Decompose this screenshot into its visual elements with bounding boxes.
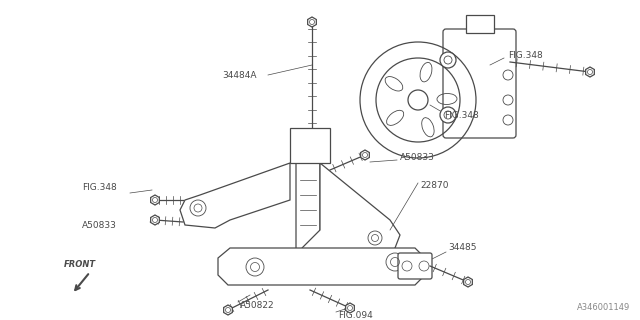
Polygon shape [346,303,355,313]
Circle shape [503,115,513,125]
Text: A50822: A50822 [240,300,275,309]
Circle shape [503,95,513,105]
Polygon shape [296,163,320,260]
Polygon shape [361,150,369,160]
Circle shape [368,231,382,245]
Circle shape [440,107,456,123]
Polygon shape [586,67,595,77]
Polygon shape [180,163,290,228]
Polygon shape [302,163,400,258]
Circle shape [503,70,513,80]
Bar [290,128,330,163]
Circle shape [190,200,206,216]
Circle shape [386,253,404,271]
Circle shape [440,52,456,68]
Polygon shape [218,248,425,285]
Polygon shape [150,195,159,205]
Text: A50833: A50833 [82,220,117,229]
Polygon shape [463,277,472,287]
Text: A50833: A50833 [400,154,435,163]
Text: FIG.094: FIG.094 [338,310,372,319]
Polygon shape [223,305,232,315]
Text: A346001149: A346001149 [577,303,630,312]
Polygon shape [308,17,316,27]
Polygon shape [150,215,159,225]
FancyBboxPatch shape [398,253,432,279]
Text: 34484A: 34484A [222,70,257,79]
Text: 34485: 34485 [448,244,477,252]
Text: FIG.348: FIG.348 [508,51,543,60]
Text: FIG.348: FIG.348 [82,182,116,191]
Bar [466,15,494,33]
Text: 22870: 22870 [420,180,449,189]
Circle shape [246,258,264,276]
FancyBboxPatch shape [443,29,516,138]
Text: FIG.348: FIG.348 [444,110,479,119]
Text: FRONT: FRONT [64,260,96,269]
